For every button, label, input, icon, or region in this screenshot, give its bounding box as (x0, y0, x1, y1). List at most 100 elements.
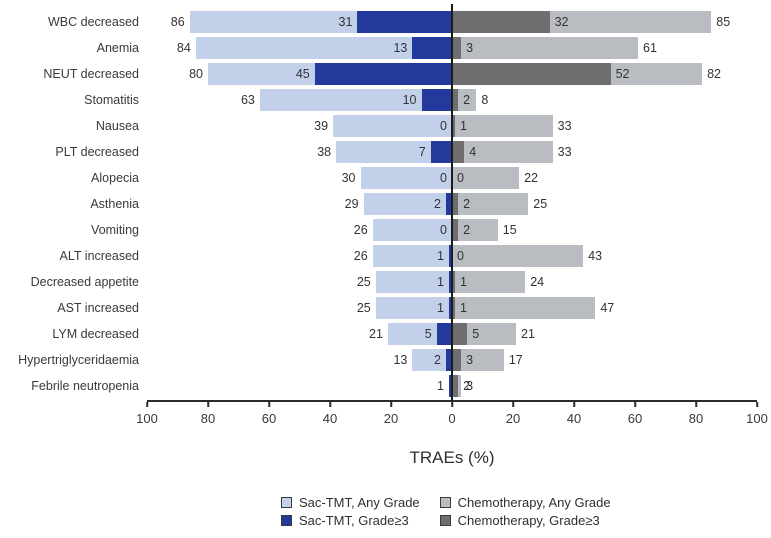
legend-item: Chemotherapy, Grade≥3 (439, 513, 611, 528)
x-axis-tick-label: 60 (627, 411, 643, 426)
value-label-sac-g3: 2 (433, 353, 441, 367)
value-label-chemo-g3: 5 (472, 327, 480, 341)
table-row: Vomiting 26 0 2 15 (0, 217, 757, 243)
legend-item-label: Chemotherapy, Grade≥3 (457, 513, 600, 528)
value-label-sac-any: 80 (189, 67, 203, 81)
value-label-sac-any: 25 (356, 275, 371, 289)
value-label-sac-g3: 1 (437, 379, 444, 393)
bar-sac-any-grade (195, 37, 452, 59)
bar-sac-any-grade (363, 193, 452, 215)
bar-chemo-grade3 (452, 349, 462, 371)
bar-sac-any-grade (333, 115, 452, 137)
value-label-sac-any: 21 (369, 327, 383, 341)
bar-sac-any-grade (372, 219, 452, 241)
bar-chemo-any-grade (452, 297, 596, 319)
value-label-chemo-g3: 2 (463, 223, 471, 237)
bar-track: 1 2 3 (147, 373, 757, 399)
bar-chemo-grade3 (452, 37, 462, 59)
bar-chemo-any-grade (452, 37, 639, 59)
value-label-chemo-any: 33 (557, 119, 572, 133)
x-axis-tick-label: 0 (448, 411, 456, 426)
bar-track: 29 2 2 25 (147, 191, 757, 217)
category-label: LYM decreased (52, 327, 139, 341)
bar-chemo-any-grade (452, 193, 529, 215)
value-label-chemo-g3: 52 (615, 67, 630, 81)
x-axis-tick-label: 100 (746, 411, 768, 426)
category-label: Vomiting (91, 223, 139, 237)
legend-item-label: Sac-TMT, Grade≥3 (299, 513, 409, 528)
bar-chemo-any-grade (452, 245, 584, 267)
bar-chemo-grade3 (452, 193, 459, 215)
legend-swatch-icon (439, 515, 451, 526)
bar-chemo-any-grade (452, 219, 498, 241)
legend-item-label: Chemotherapy, Any Grade (457, 495, 611, 510)
x-axis-tick-label: 40 (566, 411, 582, 426)
x-axis-tick-mark (756, 401, 758, 408)
bar-chemo-grade3 (452, 323, 468, 345)
bar-chemo-grade3 (452, 375, 459, 397)
bar-sac-grade3 (448, 271, 452, 293)
value-label-chemo-any: 24 (530, 275, 545, 289)
table-row: LYM decreased 21 5 5 21 (0, 321, 757, 347)
value-label-sac-g3: 0 (440, 119, 447, 133)
bar-sac-grade3 (448, 245, 452, 267)
bar-chemo-grade3 (452, 219, 459, 241)
category-label: PLT decreased (55, 145, 139, 159)
legend-item: Chemotherapy, Any Grade (439, 495, 611, 510)
bar-sac-grade3 (445, 349, 452, 371)
bar-chemo-grade3 (452, 115, 456, 137)
bar-chemo-grade3 (452, 297, 456, 319)
value-label-sac-any: 38 (317, 145, 332, 159)
category-label: Anemia (96, 41, 139, 55)
legend: Sac-TMT, Any Grade Chemotherapy, Any Gra… (281, 495, 611, 528)
bar-track: 26 0 2 15 (147, 217, 757, 243)
value-label-sac-any: 63 (240, 93, 255, 107)
plot-rows: WBC decreased 86 31 32 85 Anemia 84 13 3… (0, 9, 757, 399)
bar-sac-grade3 (448, 375, 452, 397)
value-label-sac-g3: 2 (433, 197, 441, 211)
bar-track: 21 5 5 21 (147, 321, 757, 347)
category-label: Decreased appetite (30, 275, 139, 289)
value-label-sac-any: 30 (341, 171, 356, 185)
bar-track: 25 1 1 47 (147, 295, 757, 321)
value-label-sac-g3: 5 (424, 327, 432, 341)
bar-sac-grade3 (421, 89, 452, 111)
x-axis-tick-mark (512, 401, 514, 408)
bar-chemo-any-grade (452, 323, 517, 345)
bar-track: 13 2 3 17 (147, 347, 757, 373)
value-label-chemo-any: 25 (533, 197, 548, 211)
category-label: Alopecia (91, 171, 139, 185)
bar-chemo-any-grade (452, 349, 504, 371)
bar-track: 38 7 4 33 (147, 139, 757, 165)
x-axis-tick-mark (390, 401, 392, 408)
bar-sac-grade3 (445, 193, 452, 215)
value-label-chemo-g3: 3 (466, 353, 474, 367)
x-axis-tick-label: 20 (383, 411, 399, 426)
value-label-chemo-any: 33 (557, 145, 572, 159)
category-label: NEUT decreased (43, 67, 139, 81)
bar-sac-grade3 (357, 11, 452, 33)
legend-item-label: Sac-TMT, Any Grade (299, 495, 420, 510)
value-label-sac-any: 84 (176, 41, 191, 55)
value-label-chemo-g3: 4 (469, 145, 477, 159)
value-label-sac-g3: 13 (393, 41, 408, 55)
value-label-sac-any: 29 (344, 197, 359, 211)
bar-sac-any-grade (375, 297, 452, 319)
x-axis-tick-mark (146, 401, 148, 408)
bar-sac-any-grade (259, 89, 452, 111)
value-label-sac-any: 26 (353, 249, 368, 263)
zero-baseline (451, 4, 453, 401)
bar-chemo-grade3 (452, 63, 611, 85)
x-axis-tick-label: 40 (322, 411, 338, 426)
value-label-sac-g3: 1 (437, 301, 444, 315)
bar-sac-grade3 (436, 323, 452, 345)
bar-chemo-any-grade (452, 89, 477, 111)
table-row: Nausea 39 0 1 33 (0, 113, 757, 139)
category-label: ALT increased (59, 249, 139, 263)
x-axis-tick-mark (329, 401, 331, 408)
bar-sac-grade3 (412, 37, 452, 59)
bar-chemo-any-grade (452, 141, 553, 163)
table-row: Alopecia 30 0 0 22 (0, 165, 757, 191)
value-label-sac-g3: 1 (437, 275, 444, 289)
value-label-sac-g3: 1 (437, 249, 444, 263)
